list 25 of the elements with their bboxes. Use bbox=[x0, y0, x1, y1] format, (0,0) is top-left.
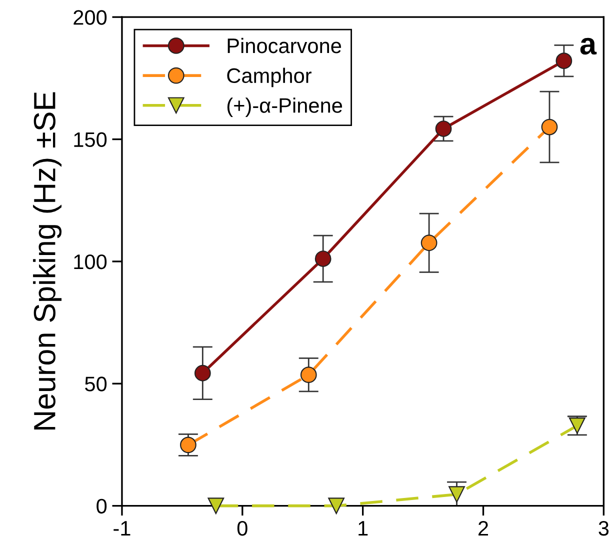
point bbox=[556, 52, 572, 70]
y-tick-label: 50 bbox=[85, 376, 107, 392]
point bbox=[420, 234, 438, 252]
legend-label: Camphor bbox=[227, 68, 312, 88]
y-tick-label: 150 bbox=[74, 132, 107, 148]
point bbox=[541, 118, 558, 136]
point bbox=[314, 250, 332, 267]
point bbox=[300, 366, 317, 384]
point bbox=[194, 364, 211, 382]
y-tick-label: 200 bbox=[74, 10, 107, 25]
annotation: a bbox=[580, 38, 597, 55]
point bbox=[328, 498, 345, 514]
y-tick-label: 100 bbox=[74, 254, 107, 270]
legend-label: Pinocarvone bbox=[228, 38, 342, 54]
point bbox=[435, 120, 452, 137]
x-tick-label: 2 bbox=[478, 520, 488, 536]
legend-label: (+)-α-Pinene bbox=[227, 98, 342, 117]
y-tick-label: 0 bbox=[96, 498, 107, 514]
point bbox=[208, 498, 224, 514]
y-axis-title: Neuron Spiking (Hz) ±SE bbox=[33, 92, 62, 430]
x-tick-label: 0 bbox=[237, 520, 248, 536]
x-tick-label: 1 bbox=[358, 521, 368, 536]
x-tick-label: 3 bbox=[598, 520, 609, 536]
x-tick-label: -1 bbox=[114, 521, 130, 536]
point bbox=[448, 486, 465, 503]
